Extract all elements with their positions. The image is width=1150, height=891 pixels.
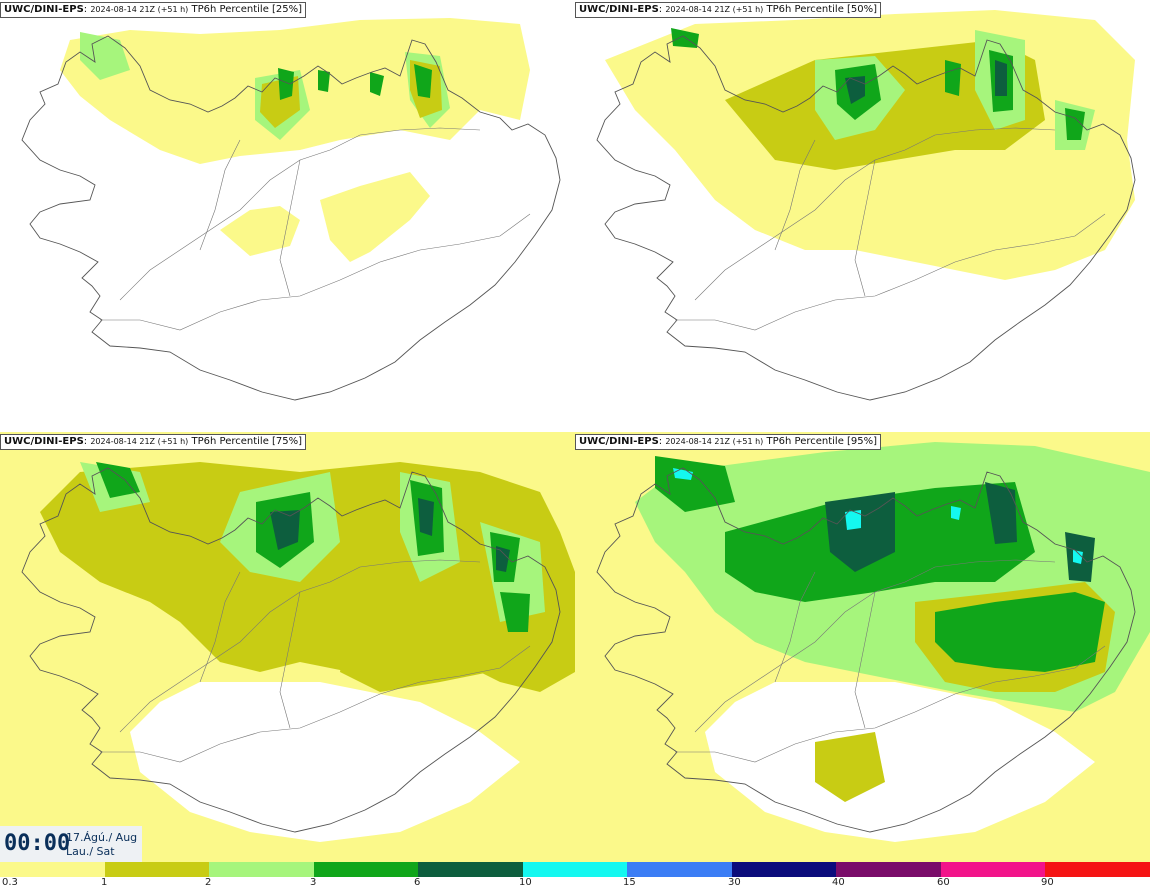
road-line: [119, 559, 481, 733]
legend-swatch: [836, 862, 941, 877]
panel-title: UWC/DINI-EPS: 2024-08-14 21Z (+51 h) TP6…: [575, 2, 882, 18]
coastline: [596, 467, 1136, 833]
road-line: [694, 559, 1056, 733]
precip-contour: [945, 60, 961, 96]
precip-map: [596, 10, 1136, 401]
road-line: [279, 159, 301, 297]
precip-contour: [318, 70, 330, 92]
road-line: [854, 591, 876, 729]
precip-contour: [845, 76, 865, 104]
product-name: TP6h Percentile [75%]: [191, 436, 303, 447]
legend-label: 60: [937, 877, 950, 888]
precip-contour: [496, 546, 510, 572]
product-name: TP6h Percentile [95%]: [766, 436, 878, 447]
precip-contour: [935, 592, 1105, 672]
legend-swatch: [104, 862, 210, 877]
road-line: [675, 645, 1106, 763]
legend-label: 0.3: [2, 877, 18, 888]
product-name: TP6h Percentile [25%]: [191, 4, 303, 15]
precip-contour: [951, 506, 961, 520]
precip-contour: [500, 592, 530, 632]
precip-contour: [340, 602, 500, 692]
precip-contour: [845, 510, 861, 530]
model-name: UWC/DINI-EPS: [4, 436, 84, 447]
valid-day: Lau./ Sat: [66, 845, 115, 858]
legend-swatch: [627, 862, 732, 877]
road-line: [774, 571, 816, 683]
run-time: 2024-08-14 21Z (+51 h): [90, 437, 189, 446]
precip-contour: [96, 462, 140, 498]
road-line: [279, 591, 301, 729]
precip-contour: [671, 28, 699, 48]
road-line: [100, 645, 531, 763]
road-line: [100, 213, 531, 331]
legend-swatch: [731, 862, 837, 877]
legend-label: 10: [519, 877, 532, 888]
legend-label: 90: [1041, 877, 1054, 888]
legend-swatch: [0, 862, 105, 877]
road-line: [854, 159, 876, 297]
legend-label: 3: [310, 877, 317, 888]
precip-contour: [995, 60, 1007, 96]
precip-map: [575, 432, 1150, 862]
precip-contour: [220, 206, 300, 256]
legend-swatch: [209, 862, 314, 877]
dry-area: [705, 682, 1095, 842]
map-panel-p50: UWC/DINI-EPS: 2024-08-14 21Z (+51 h) TP6…: [575, 0, 1150, 430]
legend-swatch: [522, 862, 628, 877]
panel-title: UWC/DINI-EPS: 2024-08-14 21Z (+51 h) TP6…: [0, 2, 307, 18]
product-name: TP6h Percentile [50%]: [766, 4, 878, 15]
legend-label: 1: [101, 877, 108, 888]
color-legend: [0, 862, 1150, 877]
legend-label: 40: [832, 877, 845, 888]
model-name: UWC/DINI-EPS: [579, 4, 659, 15]
legend-label: 30: [728, 877, 741, 888]
precip-contour: [1073, 550, 1083, 564]
run-time: 2024-08-14 21Z (+51 h): [665, 5, 764, 14]
map-panel-p95: UWC/DINI-EPS: 2024-08-14 21Z (+51 h) TP6…: [575, 432, 1150, 862]
road-line: [199, 139, 241, 251]
model-name: UWC/DINI-EPS: [579, 436, 659, 447]
map-panel-p75: UWC/DINI-EPS: 2024-08-14 21Z (+51 h) TP6…: [0, 432, 575, 862]
precip-map: [0, 432, 575, 862]
precip-contour: [270, 510, 300, 550]
legend-swatch: [418, 862, 523, 877]
legend-label: 6: [414, 877, 421, 888]
legend-swatch: [940, 862, 1046, 877]
road-line: [774, 139, 816, 251]
valid-time: 00:00: [4, 831, 71, 856]
valid-date: 17.Ágú./ Aug: [66, 831, 138, 844]
run-time: 2024-08-14 21Z (+51 h): [665, 437, 764, 446]
precip-contour: [1065, 108, 1085, 140]
road-line: [675, 213, 1106, 331]
legend-labels: 0.3 1 2 3 6 10 15 30 40 60 90: [0, 877, 1150, 891]
precip-contour: [825, 492, 895, 572]
panel-title: UWC/DINI-EPS: 2024-08-14 21Z (+51 h) TP6…: [575, 434, 882, 450]
legend-swatch: [313, 862, 419, 877]
legend-swatch: [1045, 862, 1150, 877]
run-time: 2024-08-14 21Z (+51 h): [90, 5, 189, 14]
legend-label: 15: [623, 877, 636, 888]
precip-contour: [278, 68, 294, 100]
panel-title: UWC/DINI-EPS: 2024-08-14 21Z (+51 h) TP6…: [0, 434, 307, 450]
coastline: [21, 35, 561, 401]
dry-area: [130, 682, 520, 842]
precip-contour: [985, 482, 1017, 544]
road-line: [199, 571, 241, 683]
road-line: [119, 127, 481, 301]
precip-map: [21, 18, 561, 401]
map-panel-p25: UWC/DINI-EPS: 2024-08-14 21Z (+51 h) TP6…: [0, 0, 575, 430]
precip-contour: [370, 72, 384, 96]
road-line: [694, 127, 1056, 301]
precip-contour: [418, 498, 434, 536]
precip-contour: [414, 64, 432, 98]
precip-contour: [815, 732, 885, 802]
valid-time-box: 00:00 17.Ágú./ Aug Lau./ Sat: [0, 826, 142, 862]
coastline: [596, 35, 1136, 401]
precip-contour: [320, 172, 430, 262]
model-name: UWC/DINI-EPS: [4, 4, 84, 15]
coastline: [21, 467, 561, 833]
legend-label: 2: [205, 877, 212, 888]
